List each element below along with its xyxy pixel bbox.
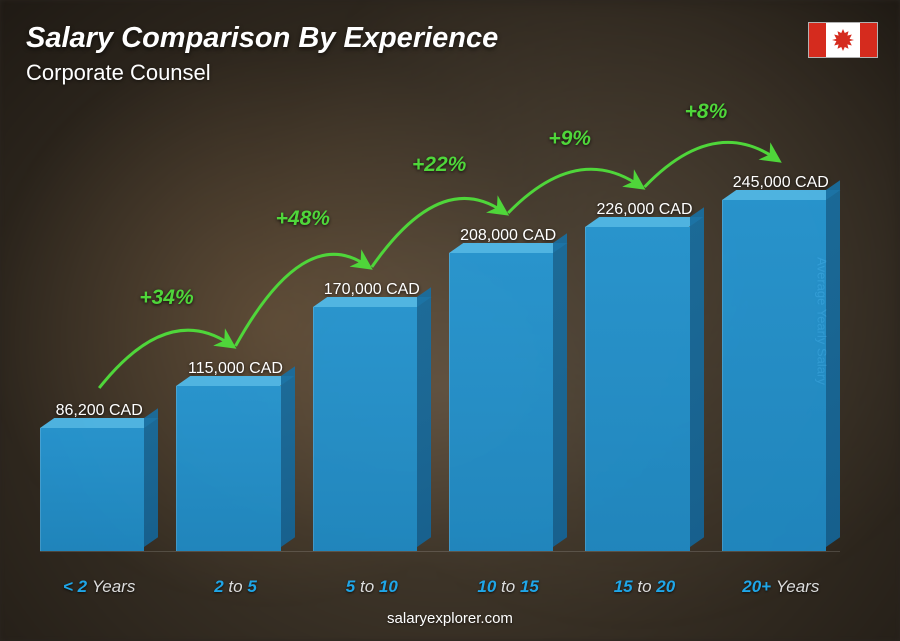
bar-top-face bbox=[40, 418, 159, 428]
bar-slot: 226,000 CAD bbox=[585, 130, 703, 551]
bar-front-face bbox=[313, 307, 417, 551]
flag-center bbox=[826, 23, 860, 57]
bar bbox=[585, 227, 703, 551]
x-axis-label: 20+ Years bbox=[722, 577, 840, 597]
bar-side-face bbox=[281, 366, 295, 547]
bar-side-face bbox=[553, 233, 567, 547]
bar-slot: 170,000 CAD bbox=[313, 130, 431, 551]
increase-label: +34% bbox=[139, 286, 193, 310]
bar-slot: 86,200 CAD bbox=[40, 130, 158, 551]
x-axis-labels: < 2 Years 2 to 5 5 to 10 10 to 15 15 to 20 20… bbox=[40, 577, 840, 597]
chart-subtitle: Corporate Counsel bbox=[26, 60, 211, 86]
x-axis-label: 15 to 20 bbox=[585, 577, 703, 597]
x-axis-label: 5 to 10 bbox=[313, 577, 431, 597]
flag-stripe-left bbox=[809, 23, 826, 57]
bar-front-face bbox=[722, 200, 826, 551]
bar bbox=[176, 386, 294, 551]
baseline bbox=[40, 551, 840, 552]
increase-label: +8% bbox=[685, 100, 728, 124]
bar-side-face bbox=[826, 180, 840, 547]
bar-side-face bbox=[144, 408, 158, 547]
increase-label: +9% bbox=[548, 127, 591, 151]
flag-stripe-right bbox=[860, 23, 877, 57]
increase-label: +22% bbox=[412, 153, 466, 177]
x-axis-label: < 2 Years bbox=[40, 577, 158, 597]
increase-label: +48% bbox=[276, 207, 330, 231]
bar-slot: 245,000 CAD bbox=[722, 130, 840, 551]
bar-chart: 86,200 CAD115,000 CAD170,000 CAD208,000 … bbox=[40, 130, 840, 551]
bar-top-face bbox=[313, 297, 432, 307]
bar-front-face bbox=[449, 253, 553, 551]
bar-front-face bbox=[176, 386, 280, 551]
bar-slot: 115,000 CAD bbox=[176, 130, 294, 551]
bar bbox=[313, 307, 431, 551]
country-flag bbox=[808, 22, 878, 58]
chart-title: Salary Comparison By Experience bbox=[26, 22, 498, 55]
bar-top-face bbox=[176, 376, 295, 386]
bar bbox=[40, 428, 158, 551]
bar-side-face bbox=[417, 287, 431, 547]
bar-top-face bbox=[585, 217, 704, 227]
bar-front-face bbox=[585, 227, 689, 551]
x-axis-label: 10 to 15 bbox=[449, 577, 567, 597]
infographic-container: Salary Comparison By Experience Corporat… bbox=[0, 0, 900, 641]
bar-top-face bbox=[722, 190, 841, 200]
footer-credit: salaryexplorer.com bbox=[0, 610, 900, 627]
bar-top-face bbox=[449, 243, 568, 253]
x-axis-label: 2 to 5 bbox=[176, 577, 294, 597]
bar bbox=[449, 253, 567, 551]
bar-slot: 208,000 CAD bbox=[449, 130, 567, 551]
maple-leaf-icon bbox=[832, 29, 854, 51]
bar-side-face bbox=[690, 207, 704, 547]
bar bbox=[722, 200, 840, 551]
bar-front-face bbox=[40, 428, 144, 551]
bars-row: 86,200 CAD115,000 CAD170,000 CAD208,000 … bbox=[40, 130, 840, 551]
